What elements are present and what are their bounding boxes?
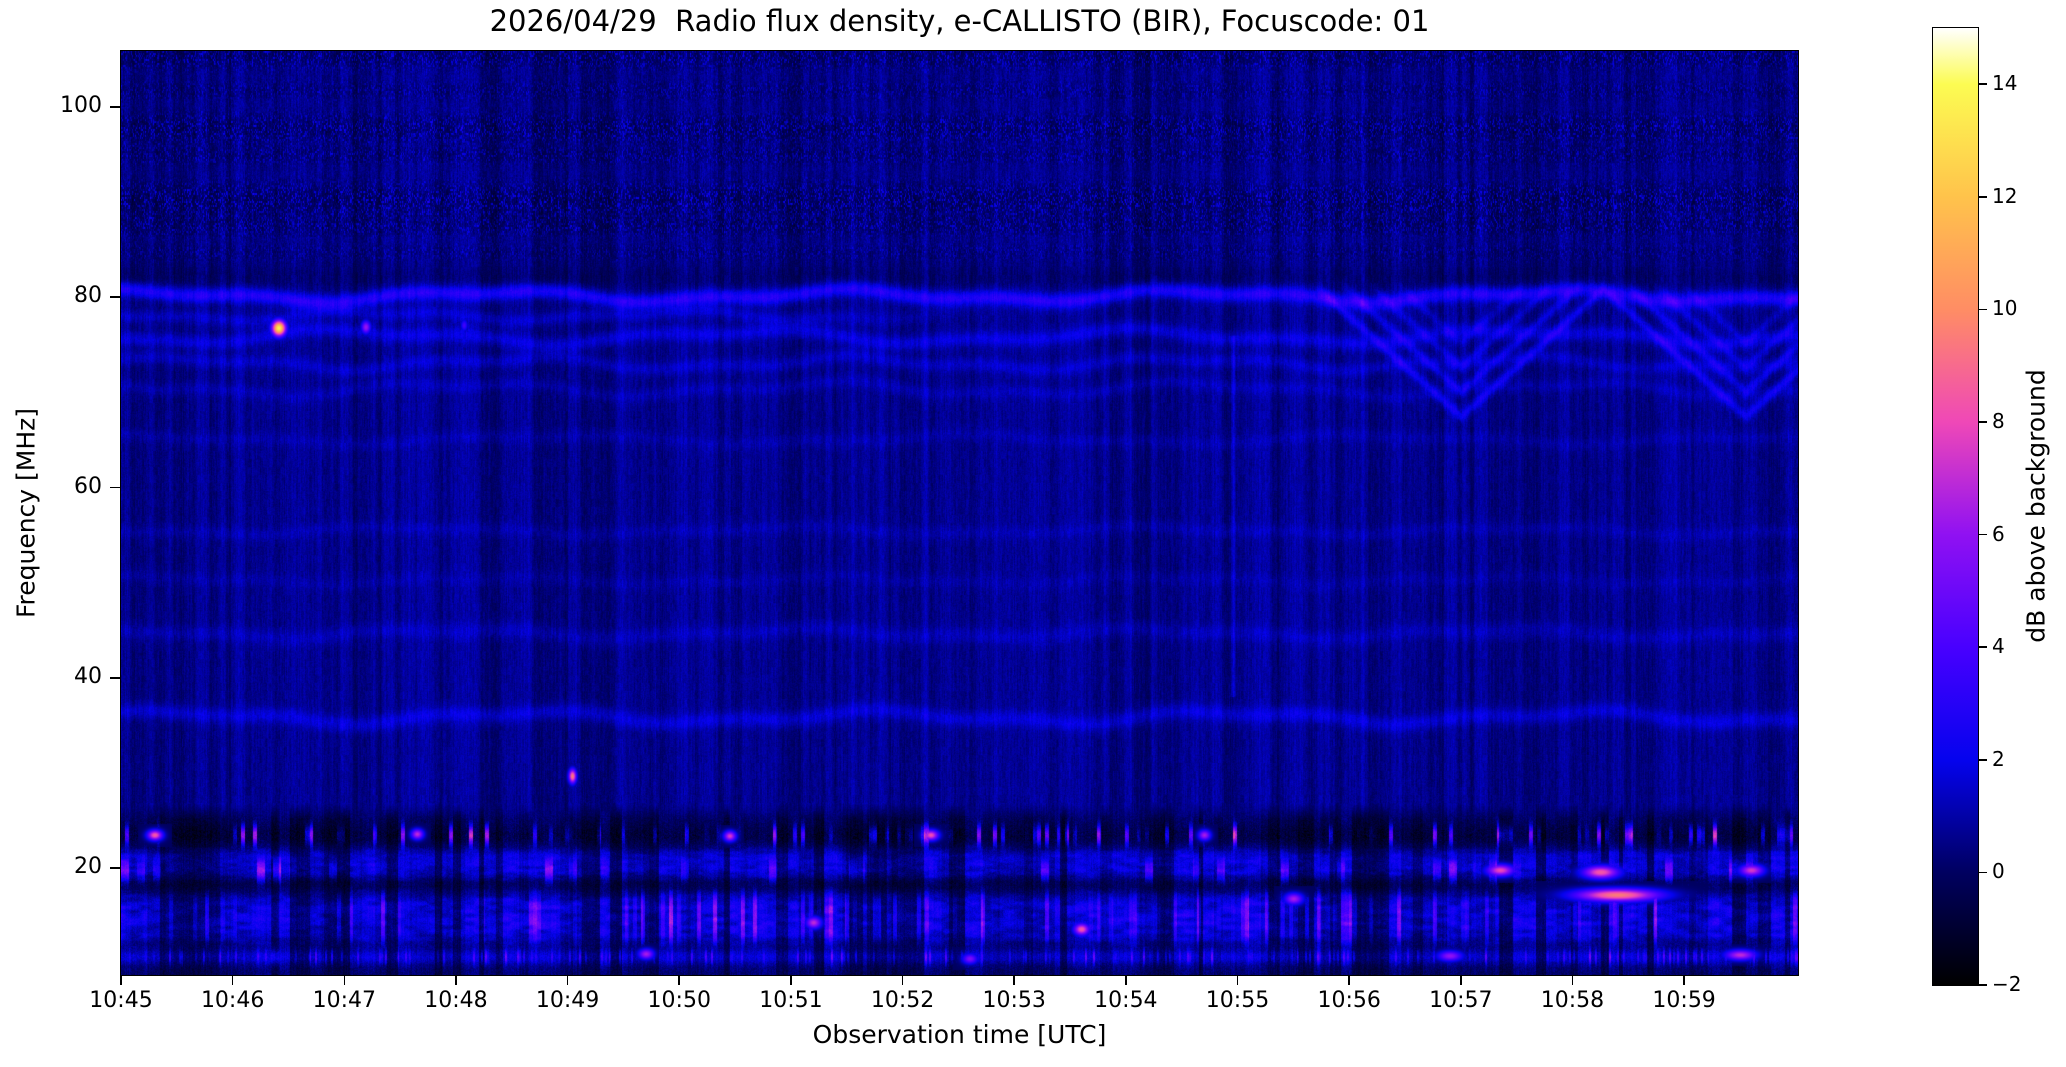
colorbar-tick xyxy=(1979,871,1987,874)
x-tick xyxy=(1125,976,1127,985)
y-tick-label: 20 xyxy=(74,853,102,879)
x-tick xyxy=(1348,976,1350,985)
colorbar-tick-label: 10 xyxy=(1992,296,2018,321)
x-tick-label: 10:57 xyxy=(1429,988,1493,1013)
x-tick-label: 10:56 xyxy=(1317,988,1381,1013)
x-tick xyxy=(1013,976,1015,985)
x-tick xyxy=(455,976,457,985)
x-tick xyxy=(120,976,122,985)
x-tick xyxy=(678,976,681,985)
x-tick xyxy=(1571,976,1574,985)
colorbar-tick xyxy=(1979,533,1987,536)
colorbar-tick xyxy=(1979,759,1987,761)
y-tick-label: 60 xyxy=(74,473,102,499)
colorbar-tick xyxy=(1979,196,1987,198)
x-tick xyxy=(790,976,792,985)
colorbar-tick xyxy=(1979,646,1987,649)
x-tick xyxy=(566,976,569,985)
colorbar-tick-label: 2 xyxy=(1992,746,2005,771)
colorbar-tick-label: 12 xyxy=(1992,183,2018,208)
x-axis-label: Observation time [UTC] xyxy=(812,1020,1107,1049)
x-tick-label: 10:47 xyxy=(312,988,376,1013)
colorbar-label: dB above background xyxy=(2021,369,2051,643)
colorbar-tick xyxy=(1979,83,1987,86)
chart-title: 2026/04/29 Radio flux density, e-CALLIST… xyxy=(489,4,1430,38)
colorbar-tick-label: 14 xyxy=(1992,71,2018,96)
y-tick xyxy=(110,867,120,869)
x-tick-label: 10:52 xyxy=(870,988,935,1013)
colorbar-tick-label: 4 xyxy=(1992,634,2005,659)
colorbar-tick-label: 0 xyxy=(1992,859,2005,884)
spectrogram-image xyxy=(121,51,1798,975)
x-tick-label: 10:54 xyxy=(1094,988,1158,1013)
colorbar xyxy=(1932,27,1979,986)
x-tick-label: 10:48 xyxy=(424,988,488,1013)
y-tick xyxy=(110,486,120,489)
plot-area xyxy=(120,50,1799,976)
colorbar-tick xyxy=(1979,984,1987,986)
y-tick-label: 100 xyxy=(60,93,102,119)
x-tick-label: 10:58 xyxy=(1540,988,1605,1013)
x-tick xyxy=(231,976,234,985)
y-tick xyxy=(110,106,120,108)
x-tick-label: 10:53 xyxy=(982,988,1046,1013)
colorbar-tick-label: 8 xyxy=(1992,409,2005,434)
colorbar-tick-label: 6 xyxy=(1992,521,2005,546)
x-tick xyxy=(1460,976,1462,985)
colorbar-tick xyxy=(1979,308,1987,311)
x-tick xyxy=(1236,976,1239,985)
colorbar-tick-label: −2 xyxy=(1992,972,2022,996)
x-tick-label: 10:55 xyxy=(1205,988,1270,1013)
y-axis-label: Frequency [MHz] xyxy=(11,407,41,619)
x-tick xyxy=(343,976,346,985)
x-tick-label: 10:50 xyxy=(647,988,711,1013)
y-tick xyxy=(110,296,120,299)
colorbar-tick xyxy=(1979,421,1987,423)
x-tick-label: 10:49 xyxy=(535,988,600,1013)
x-tick-label: 10:59 xyxy=(1652,988,1716,1013)
x-tick-label: 10:51 xyxy=(759,988,823,1013)
y-tick xyxy=(110,676,120,679)
y-tick-label: 80 xyxy=(74,283,102,309)
x-tick xyxy=(901,976,904,985)
x-tick-label: 10:46 xyxy=(200,988,265,1013)
x-tick-label: 10:45 xyxy=(89,988,153,1013)
y-tick-label: 40 xyxy=(74,663,102,689)
colorbar-gradient xyxy=(1933,28,1978,985)
x-tick xyxy=(1683,976,1685,985)
